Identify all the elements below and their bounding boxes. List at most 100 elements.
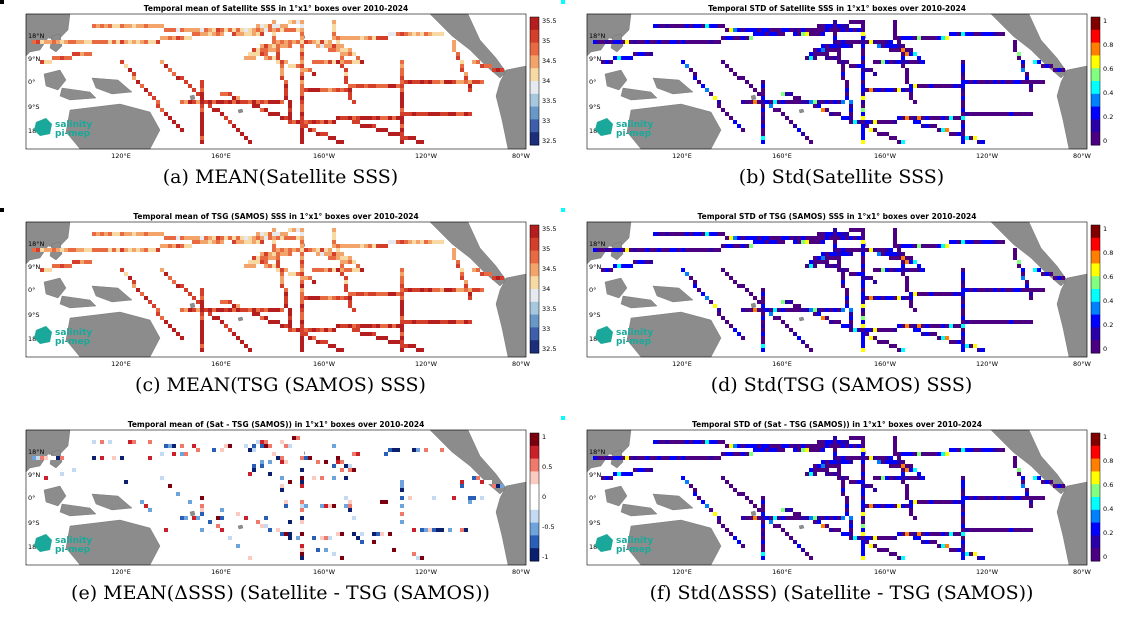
track-cell [320, 88, 324, 92]
track-cell [1049, 64, 1053, 68]
track-cell [200, 548, 204, 552]
track-cell [965, 80, 969, 84]
track-cell [340, 460, 344, 464]
track-cell [961, 328, 965, 332]
track-cell [817, 448, 821, 452]
track-cell [440, 528, 444, 532]
track-cell [316, 252, 320, 256]
track-cell [100, 248, 104, 252]
track-cell [709, 440, 713, 444]
track-cell [865, 40, 869, 44]
track-cell [332, 448, 336, 452]
track-cell [909, 256, 913, 260]
track-cell [893, 328, 897, 332]
track-cell [933, 332, 937, 336]
track-cell [961, 112, 965, 116]
track-cell [845, 456, 849, 460]
track-cell [833, 32, 837, 36]
track-cell [793, 96, 797, 100]
track-cell [681, 476, 685, 480]
colorbar-segment [530, 81, 539, 95]
track-cell [749, 36, 753, 40]
track-cell [376, 116, 380, 120]
track-cell [132, 284, 136, 288]
track-cell [76, 40, 80, 44]
track-cell [897, 532, 901, 536]
track-cell [300, 264, 304, 268]
track-cell [761, 84, 765, 88]
track-cell [312, 456, 316, 460]
track-cell [913, 260, 917, 264]
track-cell [849, 324, 853, 328]
track-cell [348, 504, 352, 508]
track-cell [248, 236, 252, 240]
track-cell [905, 80, 909, 84]
track-cell [949, 132, 953, 136]
track-cell [200, 108, 204, 112]
track-cell [837, 460, 841, 464]
track-cell [1053, 276, 1057, 280]
track-cell [44, 40, 48, 44]
track-cell [300, 552, 304, 556]
track-cell [861, 120, 865, 124]
track-cell [997, 32, 1001, 36]
track-cell [192, 296, 196, 300]
track-cell [821, 252, 825, 256]
track-cell [316, 504, 320, 508]
track-cell [825, 44, 829, 48]
track-cell [88, 248, 92, 252]
track-cell [861, 276, 865, 280]
track-cell [400, 336, 404, 340]
track-cell [953, 448, 957, 452]
track-cell [841, 456, 845, 460]
track-cell [681, 60, 685, 64]
track-cell [200, 236, 204, 240]
track-cell [833, 460, 837, 464]
track-cell [929, 540, 933, 544]
track-cell [965, 240, 969, 244]
track-cell [304, 484, 308, 488]
track-cell [452, 48, 456, 52]
track-cell [653, 232, 657, 236]
track-cell [901, 296, 905, 300]
track-cell [889, 120, 893, 124]
track-cell [1017, 260, 1021, 264]
track-cell [685, 232, 689, 236]
track-cell [376, 128, 380, 132]
track-cell [288, 104, 292, 108]
track-cell [841, 232, 845, 236]
track-cell [605, 40, 609, 44]
track-cell [76, 52, 80, 56]
track-cell [104, 24, 108, 28]
track-cell [889, 296, 893, 300]
track-cell [597, 40, 601, 44]
track-cell [200, 104, 204, 108]
track-cell [957, 116, 961, 120]
track-cell [188, 28, 192, 32]
land-masses [25, 221, 527, 358]
track-cell [921, 540, 925, 544]
track-cell [176, 284, 180, 288]
track-cell [961, 492, 965, 496]
land-polygon [65, 311, 161, 358]
track-cell [332, 240, 336, 244]
track-cell [761, 336, 765, 340]
track-cell [873, 536, 877, 540]
track-cell [861, 464, 865, 468]
track-cell [104, 456, 108, 460]
track-cell [593, 248, 597, 252]
track-cell [781, 308, 785, 312]
track-cell [224, 508, 228, 512]
track-cell [392, 132, 396, 136]
map-frame [25, 429, 527, 566]
track-cell [861, 36, 865, 40]
track-cell [244, 28, 248, 32]
track-cell [889, 248, 893, 252]
track-cell [360, 332, 364, 336]
track-cell [865, 484, 869, 488]
track-cell [813, 444, 817, 448]
track-cell [1021, 320, 1025, 324]
track-cell [160, 24, 164, 28]
lon-tick-label: 160°E [772, 568, 792, 576]
track-cell [168, 532, 172, 536]
